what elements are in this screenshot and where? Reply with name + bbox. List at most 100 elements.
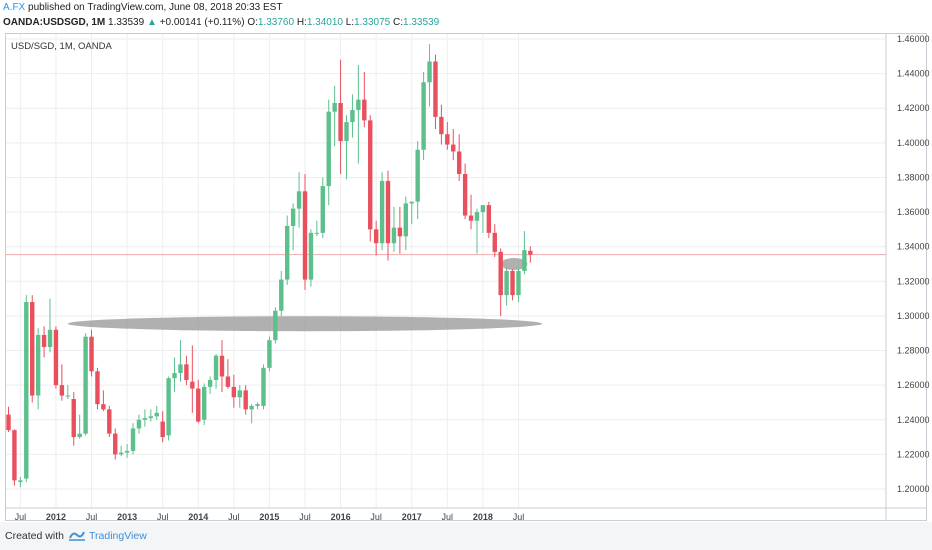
published-text: published on TradingView.com, June 08, 2… <box>28 2 283 13</box>
candle-up <box>172 373 177 379</box>
candle-down <box>445 134 450 145</box>
candle-down <box>243 390 248 410</box>
candle-down <box>368 120 373 230</box>
candle-up <box>124 450 130 453</box>
candle-down <box>6 414 11 431</box>
candle-down <box>160 421 165 438</box>
candle-up <box>409 201 414 204</box>
candle-down <box>231 386 237 398</box>
candle-up <box>154 412 159 417</box>
candle-up <box>83 336 88 434</box>
y-tick-label: 1.20000 <box>897 484 930 494</box>
candle-up <box>65 395 70 397</box>
candle-down <box>468 215 474 221</box>
candle-down <box>439 116 444 135</box>
candle-up <box>379 180 385 244</box>
open-label: O: <box>247 17 258 28</box>
y-tick-label: 1.46000 <box>897 34 930 44</box>
candle-up <box>261 367 266 406</box>
chart-panel[interactable] <box>5 33 927 521</box>
candle-up <box>480 205 486 213</box>
candle-down <box>190 381 195 389</box>
y-tick-label: 1.34000 <box>897 242 930 252</box>
publish-info: A.FX published on TradingView.com, June … <box>3 2 282 13</box>
candle-down <box>338 103 343 142</box>
candle-up <box>18 480 23 483</box>
candle-down <box>12 430 17 481</box>
x-tick-label: Jul <box>299 512 311 522</box>
candle-up <box>344 122 349 142</box>
candle-down <box>41 334 47 348</box>
candle-down <box>219 355 225 377</box>
candle-down <box>510 270 515 296</box>
candle-down <box>362 99 367 121</box>
candle-down <box>225 376 231 387</box>
candle-up <box>213 355 219 380</box>
x-tick-label: Jul <box>228 512 240 522</box>
candle-down <box>101 404 106 410</box>
candle-up <box>35 334 41 396</box>
candle-up <box>118 452 124 455</box>
tradingview-brand-link[interactable]: TradingView <box>89 530 147 542</box>
author-link[interactable]: A.FX <box>3 2 26 13</box>
candle-up <box>207 379 213 387</box>
price: 1.33539 <box>108 17 145 28</box>
support-zone-ellipse <box>500 258 528 270</box>
candle-down <box>30 302 35 396</box>
x-tick-label: 2017 <box>402 512 422 522</box>
x-tick-label: 2014 <box>188 512 208 522</box>
open-value: 1.33760 <box>257 17 295 28</box>
candle-down <box>451 144 456 152</box>
y-tick-label: 1.28000 <box>897 346 930 356</box>
candle-up <box>522 250 527 271</box>
candle-up <box>474 212 480 221</box>
support-zone-ellipse <box>67 316 543 332</box>
x-tick-label: 2016 <box>331 512 351 522</box>
candle-up <box>279 279 284 311</box>
candle-down <box>59 385 65 396</box>
candle-up <box>314 232 320 234</box>
candle-down <box>456 151 462 174</box>
x-tick-label: 2018 <box>473 512 493 522</box>
x-tick-label: 2015 <box>259 512 279 522</box>
candle-up <box>201 386 207 420</box>
candle-down <box>433 61 438 117</box>
change: +0.00141 (+0.11%) <box>159 17 245 28</box>
tradingview-logo-icon <box>69 531 85 541</box>
candle-down <box>53 329 59 386</box>
y-tick-label: 1.30000 <box>897 311 930 321</box>
candle-up <box>391 227 397 244</box>
candle-down <box>486 205 492 233</box>
candle-down <box>302 191 308 280</box>
candle-up <box>142 418 148 420</box>
y-tick-label: 1.42000 <box>897 103 930 113</box>
candle-up <box>421 82 426 150</box>
candle-up <box>308 232 314 280</box>
candle-up <box>77 433 82 438</box>
candle-up <box>326 111 331 187</box>
x-tick-label: 2012 <box>46 512 66 522</box>
candle-down <box>462 174 468 216</box>
candle-down <box>498 251 503 296</box>
candle-up <box>166 378 171 436</box>
candle-down <box>95 371 100 405</box>
candle-up <box>47 329 53 348</box>
candle-up <box>356 99 361 110</box>
candle-down <box>89 336 94 372</box>
candle-down <box>385 180 391 244</box>
x-tick-label: Jul <box>370 512 382 522</box>
high-label: H: <box>296 17 307 28</box>
close-value: 1.33539 <box>403 17 440 28</box>
x-tick-label: Jul <box>442 512 454 522</box>
candle-up <box>350 109 355 123</box>
candle-down <box>528 250 533 255</box>
candle-down <box>71 399 76 438</box>
x-tick-label: Jul <box>157 512 169 522</box>
y-tick-label: 1.22000 <box>897 449 930 459</box>
close-label: C: <box>393 17 404 28</box>
y-tick-label: 1.32000 <box>897 276 930 286</box>
quote-line: OANDA:USDSGD, 1M 1.33539 ▲ +0.00141 (+0.… <box>3 17 439 28</box>
candle-up <box>290 208 296 226</box>
x-tick-label: Jul <box>513 512 525 522</box>
